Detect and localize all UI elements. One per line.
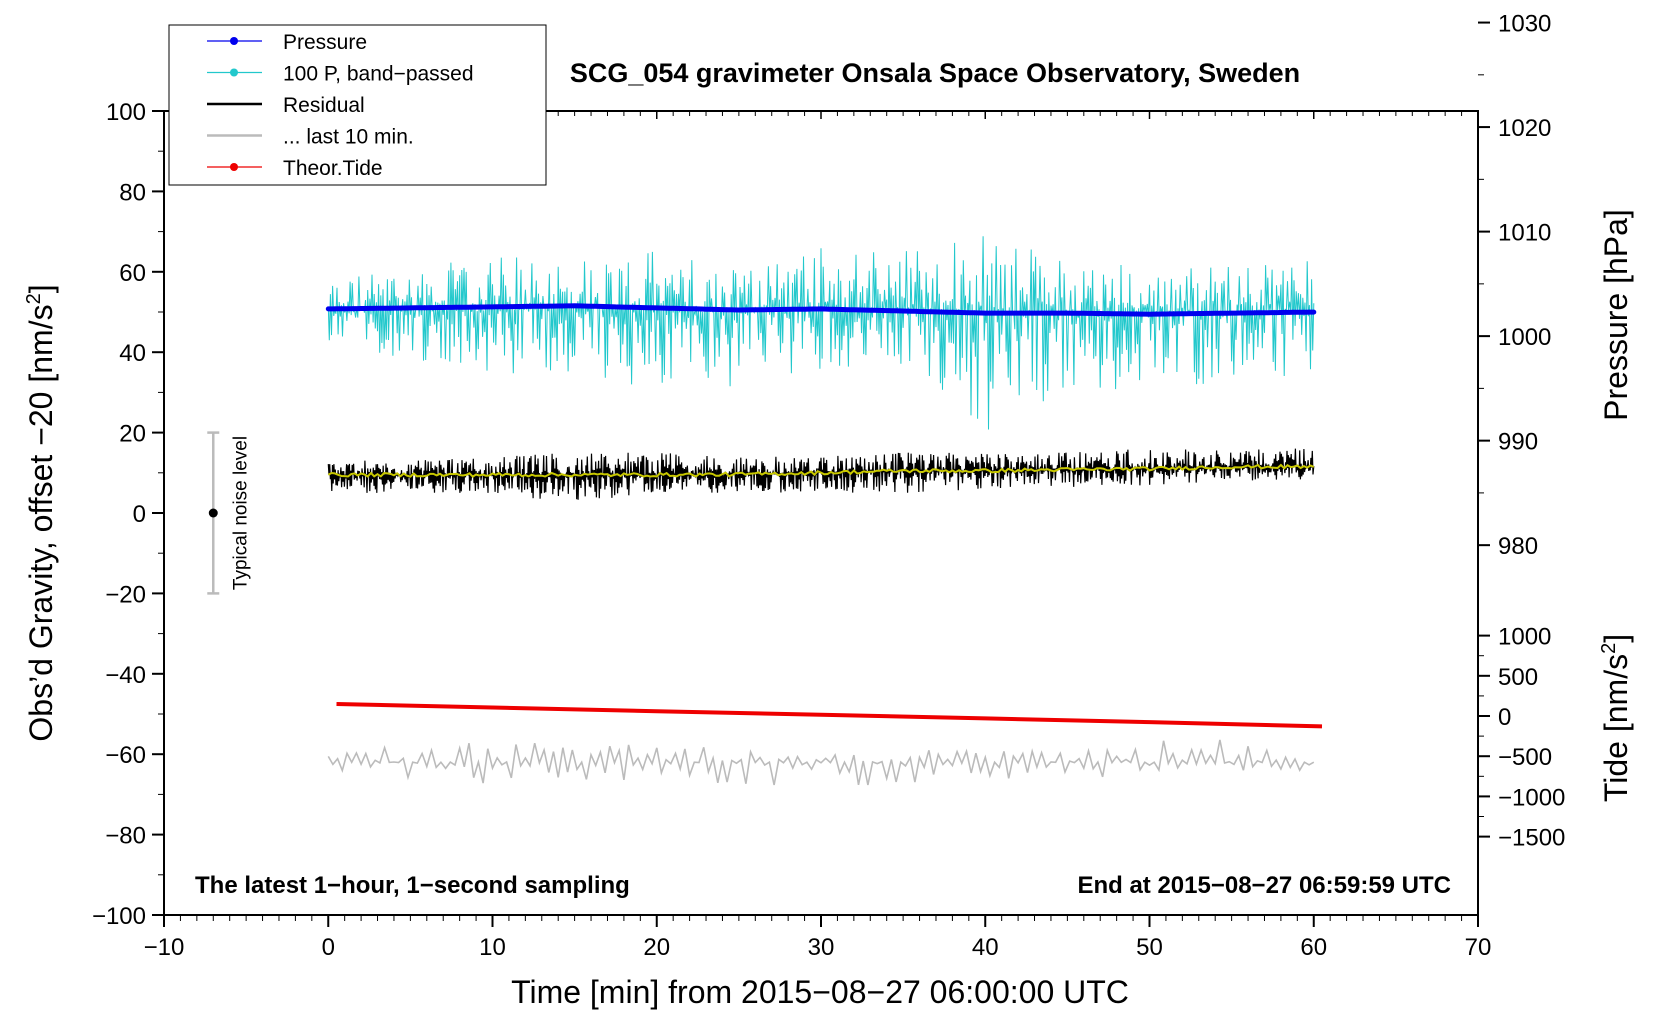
legend: Pressure 100 P, band−passed Residual ... la… xyxy=(168,24,547,186)
y-axis-pressure: 980 990 1000 1010 1020 1030 xyxy=(1478,11,1551,560)
y-tick-label: 0 xyxy=(133,501,146,528)
series-theor-tide xyxy=(336,702,1323,729)
legend-label-theor-tide: Theor.Tide xyxy=(283,157,383,180)
series-line-pressure xyxy=(325,303,1317,317)
chart-title: SCG_054 gravimeter Onsala Space Observat… xyxy=(570,58,1300,88)
y-tick-label: 80 xyxy=(119,179,146,206)
tide-tick-label: 0 xyxy=(1498,704,1511,731)
series-100-p-band-passed xyxy=(327,236,1315,430)
legend-label-residual: Residual xyxy=(283,94,365,117)
y-tick-label: 100 xyxy=(106,99,146,126)
annotation-sampling: The latest 1−hour, 1−second sampling xyxy=(195,872,630,899)
y-axis-label-tide-text: Tide [nm/s xyxy=(1598,654,1634,802)
legend-marker-100-p-band-passed xyxy=(230,68,238,77)
series-pressure xyxy=(325,303,1317,317)
pressure-tick-label: 980 xyxy=(1498,533,1538,560)
y-axis-label-pressure: Pressure [hPa] xyxy=(1598,209,1634,421)
x-tick-label: 30 xyxy=(808,934,835,961)
x-tick-label: 60 xyxy=(1300,934,1327,961)
pressure-tick-label: 1010 xyxy=(1498,220,1551,247)
y-tick-label: 20 xyxy=(119,421,146,448)
legend-label-last-10-min: ... last 10 min. xyxy=(283,126,414,149)
y-axis-label-tide: Tide [nm/s2] xyxy=(1598,634,1634,802)
y-axis-tide: −1500 −1000 −500 0 500 1000 xyxy=(1478,624,1565,852)
x-tick-label: 10 xyxy=(479,934,506,961)
noise-bar-center xyxy=(208,508,218,518)
noise-label: Typical noise level xyxy=(230,436,251,590)
series-line-100-p-band-passed xyxy=(327,236,1315,430)
x-tick-label: 70 xyxy=(1465,934,1492,961)
tide-tick-label: −1500 xyxy=(1498,825,1565,852)
y-tick-label: 60 xyxy=(119,260,146,287)
pressure-tick-label: 1020 xyxy=(1498,115,1551,142)
y-axis-gravity: −100 −80 −60 −40 −20 0 20 40 60 80 100 xyxy=(92,99,164,930)
y-tick-label: −100 xyxy=(92,903,146,930)
series-line-theor-tide xyxy=(336,702,1323,729)
series-layer xyxy=(325,236,1323,786)
y-tick-label: −60 xyxy=(105,742,146,769)
x-tick-label: 40 xyxy=(972,934,999,961)
y-tick-label: −40 xyxy=(105,662,146,689)
tide-tick-label: −1000 xyxy=(1498,784,1565,811)
annotation-end-time: End at 2015−08−27 06:59:59 UTC xyxy=(1077,872,1451,899)
series-line-last-10-min xyxy=(327,739,1315,786)
pressure-tick-label: 990 xyxy=(1498,429,1538,456)
series-residual-mean xyxy=(327,463,1315,478)
y-tick-label: −20 xyxy=(105,581,146,608)
y-axis-label-gravity-superscript: 2 xyxy=(23,293,45,304)
x-axis: −10 0 10 20 30 40 50 60 70 xyxy=(144,111,1492,961)
y-tick-label: 40 xyxy=(119,340,146,367)
y-tick-label: −80 xyxy=(105,823,146,850)
pressure-tick-label: 1000 xyxy=(1498,324,1551,351)
legend-label-100-p-band-passed: 100 P, band−passed xyxy=(283,63,474,86)
y-axis-label-tide-bracket: ] xyxy=(1598,634,1634,643)
series-last-10-min xyxy=(327,739,1315,786)
x-tick-label: 0 xyxy=(322,934,335,961)
noise-indicator: Typical noise level xyxy=(207,431,251,595)
y-axis-label-gravity-text: Obs’d Gravity, offset −20 [nm/s xyxy=(23,304,59,741)
x-tick-label: 50 xyxy=(1136,934,1163,961)
x-tick-label: −10 xyxy=(144,934,185,961)
tide-tick-label: −500 xyxy=(1498,744,1552,771)
y-axis-label-tide-superscript: 2 xyxy=(1598,643,1620,654)
y-axis-label-gravity-bracket: ] xyxy=(23,284,59,293)
legend-label-pressure: Pressure xyxy=(283,31,367,54)
legend-marker-pressure xyxy=(230,37,238,45)
legend-marker-theor-tide xyxy=(230,163,238,171)
tide-tick-label: 500 xyxy=(1498,664,1538,691)
tide-tick-label: 1000 xyxy=(1498,624,1551,651)
pressure-tick-label: 1030 xyxy=(1498,11,1551,38)
y-axis-label-gravity: Obs’d Gravity, offset −20 [nm/s2] xyxy=(23,284,59,741)
x-axis-label: Time [min] from 2015−08−27 06:00:00 UTC xyxy=(511,974,1129,1010)
series-line-residual-mean xyxy=(327,463,1315,478)
x-tick-label: 20 xyxy=(643,934,670,961)
